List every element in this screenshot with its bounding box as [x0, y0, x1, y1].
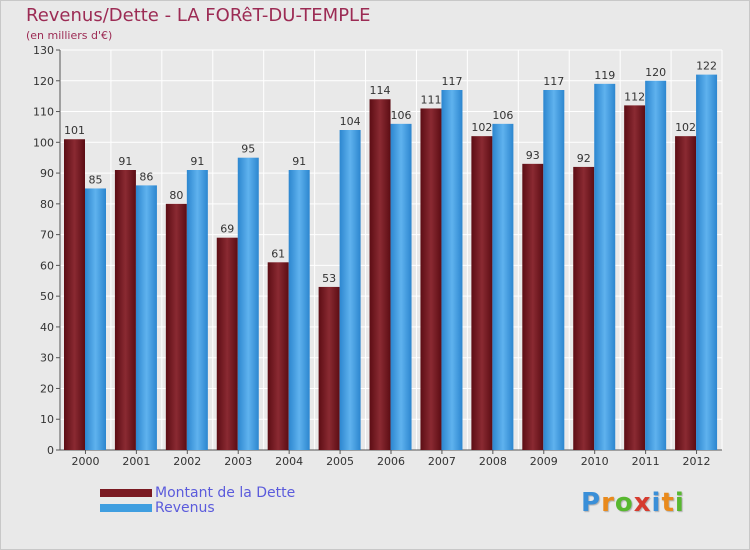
bar-revenus: [441, 90, 463, 450]
chart-title: Revenus/Dette - LA FORêT-DU-TEMPLE: [26, 5, 371, 26]
bar-dette: [318, 286, 340, 450]
data-label: 117: [543, 75, 564, 88]
logo-letter: t: [661, 488, 675, 518]
logo-letter: x: [633, 488, 652, 518]
bar-revenus: [645, 80, 667, 451]
y-tick-label: 70: [40, 229, 54, 242]
data-label: 102: [471, 121, 492, 134]
logo-letter: i: [651, 488, 662, 518]
y-tick-label: 40: [40, 321, 54, 334]
y-tick-label: 20: [40, 382, 54, 395]
bar-revenus: [85, 188, 106, 450]
bar-revenus: [594, 83, 616, 450]
data-label: 106: [391, 109, 412, 122]
data-label: 117: [441, 75, 462, 88]
data-label: 102: [675, 121, 696, 134]
y-tick-label: 100: [33, 136, 54, 149]
data-label: 122: [696, 60, 717, 73]
y-tick-label: 130: [33, 44, 54, 57]
y-tick-label: 110: [33, 106, 54, 119]
data-label: 85: [89, 173, 103, 186]
bar-dette: [573, 166, 595, 450]
bar-dette: [522, 163, 544, 450]
data-label: 80: [169, 189, 183, 202]
bar-dette: [624, 105, 646, 450]
logo-letter: P: [581, 488, 602, 518]
x-tick-label: 2006: [377, 455, 405, 468]
legend-label-dette: Montant de la Dette: [155, 485, 296, 501]
data-label: 119: [594, 69, 615, 82]
legend-label-revenus: Revenus: [155, 500, 215, 516]
logo-letter: o: [614, 488, 634, 518]
y-tick-label: 50: [40, 290, 54, 303]
data-label: 91: [118, 155, 132, 168]
x-tick-label: 2012: [683, 455, 711, 468]
bar-dette: [267, 262, 289, 450]
y-tick-label: 90: [40, 167, 54, 180]
y-tick-label: 30: [40, 352, 54, 365]
data-label: 93: [526, 149, 540, 162]
x-tick-label: 2004: [275, 455, 303, 468]
proxiti-logo: Proxiti: [581, 488, 685, 518]
bar-revenus: [696, 74, 718, 450]
data-label: 69: [220, 223, 234, 236]
data-label: 95: [241, 143, 255, 156]
data-label: 91: [190, 155, 204, 168]
data-label: 112: [624, 90, 645, 103]
data-label: 111: [420, 93, 441, 106]
data-label: 114: [370, 84, 391, 97]
bar-revenus: [288, 170, 310, 450]
y-tick-label: 120: [33, 75, 54, 88]
x-tick-label: 2001: [122, 455, 150, 468]
legend-swatch-dette: [100, 489, 152, 497]
data-label: 106: [492, 109, 513, 122]
legend-swatch-revenus: [100, 504, 152, 512]
bar-dette: [471, 136, 493, 450]
bar-revenus: [339, 130, 361, 450]
bar-revenus: [186, 170, 208, 450]
x-tick-label: 2009: [530, 455, 558, 468]
data-label: 120: [645, 66, 666, 79]
bar-revenus: [237, 157, 259, 450]
x-tick-label: 2002: [173, 455, 201, 468]
x-tick-label: 2011: [632, 455, 660, 468]
data-label: 104: [340, 115, 361, 128]
bar-dette: [64, 139, 85, 450]
logo-letter: i: [674, 488, 685, 518]
data-label: 86: [139, 170, 153, 183]
bar-revenus: [135, 185, 157, 450]
bar-dette: [420, 108, 442, 450]
y-tick-label: 10: [40, 413, 54, 426]
x-tick-label: 2003: [224, 455, 252, 468]
y-tick-label: 0: [47, 444, 54, 457]
x-tick-label: 2010: [581, 455, 609, 468]
logo-letter: r: [601, 488, 615, 518]
x-tick-label: 2008: [479, 455, 507, 468]
bar-dette: [165, 203, 187, 450]
y-tick-label: 60: [40, 259, 54, 272]
bar-revenus: [492, 123, 514, 450]
data-label: 61: [271, 247, 285, 260]
bar-dette: [114, 170, 136, 450]
bar-dette: [675, 136, 697, 450]
bar-revenus: [390, 123, 412, 450]
data-label: 101: [64, 124, 85, 137]
bar-dette: [369, 99, 391, 450]
x-tick-label: 2000: [71, 455, 99, 468]
x-tick-label: 2005: [326, 455, 354, 468]
data-label: 53: [322, 272, 336, 285]
bar-revenus: [543, 90, 565, 450]
x-tick-label: 2007: [428, 455, 456, 468]
bar-dette: [216, 237, 238, 450]
data-label: 92: [577, 152, 591, 165]
y-tick-label: 80: [40, 198, 54, 211]
data-label: 91: [292, 155, 306, 168]
chart-subtitle: (en milliers d'€): [26, 29, 113, 42]
